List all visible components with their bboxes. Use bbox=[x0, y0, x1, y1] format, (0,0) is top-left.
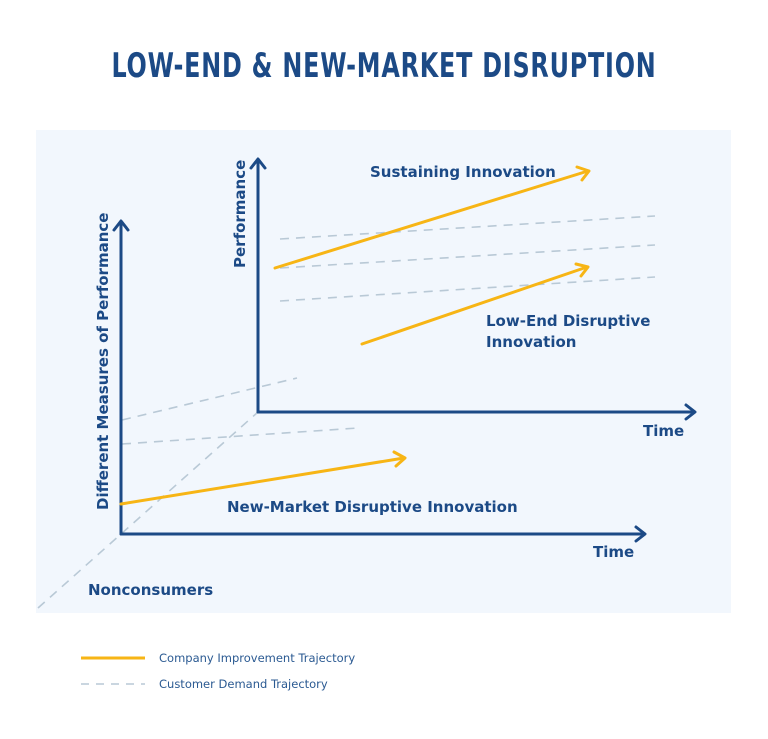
legend: Company Improvement Trajectory Customer … bbox=[81, 651, 355, 691]
different-measures-axis-label: Different Measures of Performance bbox=[94, 213, 112, 510]
sustaining-innovation-arrow bbox=[273, 165, 591, 270]
nonconsumers-depth-axis bbox=[37, 411, 259, 609]
upper-chart-axes bbox=[249, 157, 697, 421]
low-end-disruptive-arrow bbox=[360, 262, 590, 346]
legend-company-label: Company Improvement Trajectory bbox=[159, 651, 355, 665]
sustaining-innovation-label: Sustaining Innovation bbox=[370, 163, 556, 181]
lower-customer-demand-lines bbox=[121, 377, 359, 445]
low-end-disruptive-label-line1: Low-End Disruptive bbox=[486, 312, 650, 330]
legend-item-customer: Customer Demand Trajectory bbox=[81, 677, 328, 691]
performance-axis-label: Performance bbox=[231, 160, 249, 268]
upper-time-axis-label: Time bbox=[643, 422, 684, 440]
diagram-title: LOW-END & NEW-MARKET DISRUPTION bbox=[111, 46, 657, 86]
new-market-disruptive-arrow bbox=[119, 450, 407, 506]
low-end-disruptive-label-line2: Innovation bbox=[486, 333, 576, 351]
nonconsumers-label: Nonconsumers bbox=[88, 581, 213, 599]
new-market-disruptive-label: New-Market Disruptive Innovation bbox=[227, 498, 518, 516]
legend-item-company: Company Improvement Trajectory bbox=[81, 651, 355, 665]
lower-chart-axes bbox=[112, 219, 647, 543]
upper-customer-demand-lines bbox=[279, 215, 656, 302]
legend-customer-label: Customer Demand Trajectory bbox=[159, 677, 328, 691]
company-trajectory-arrows bbox=[119, 165, 591, 506]
lower-time-axis-label: Time bbox=[593, 543, 634, 561]
